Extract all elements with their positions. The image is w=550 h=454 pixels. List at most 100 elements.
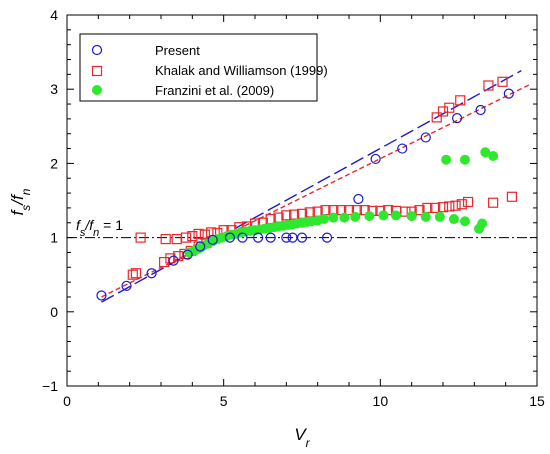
present-point bbox=[452, 113, 463, 124]
plot-frame bbox=[66, 14, 538, 387]
franzini-point bbox=[391, 210, 401, 221]
present-point bbox=[253, 232, 264, 243]
franzini-point bbox=[434, 211, 445, 222]
khalak-point bbox=[483, 80, 494, 91]
khalak-point bbox=[171, 233, 182, 245]
khalak-point bbox=[160, 233, 171, 245]
present-point bbox=[121, 280, 132, 291]
khalak-point bbox=[165, 253, 176, 264]
present-point bbox=[168, 255, 179, 266]
present-point bbox=[370, 153, 381, 165]
khalak-point bbox=[437, 202, 449, 213]
khalak-point bbox=[462, 196, 474, 208]
franzini-point bbox=[339, 212, 350, 223]
legend-entry-franzini: Franzini et al. (2009) bbox=[92, 83, 274, 98]
legend-entry-present: Present bbox=[91, 43, 200, 58]
khalak-point bbox=[488, 197, 499, 208]
annotation-b-sub: n bbox=[93, 227, 99, 239]
franzini-point bbox=[477, 218, 488, 229]
y-tick-label: 2 bbox=[50, 155, 58, 171]
legend-label-franzini: Franzini et al. (2009) bbox=[155, 83, 274, 98]
legend-label-present: Present bbox=[155, 43, 200, 58]
franzini-point bbox=[364, 211, 375, 222]
franzini-point bbox=[448, 214, 459, 225]
axis-tick-labels: 0 5 10 15 −1 0 1 2 3 4 bbox=[42, 7, 545, 409]
present-point bbox=[182, 249, 193, 260]
khalak-point bbox=[187, 231, 198, 242]
y-tick-label: 1 bbox=[50, 230, 58, 246]
franzini-point bbox=[441, 154, 452, 165]
khalak-point bbox=[159, 256, 170, 268]
axis-ticks bbox=[66, 14, 538, 387]
khalak-point bbox=[199, 229, 210, 240]
legend-marker-khalak bbox=[91, 65, 103, 77]
y-axis-title-a-sub: s bbox=[19, 205, 33, 211]
khalak-point bbox=[450, 200, 461, 211]
franzini-point bbox=[318, 214, 329, 225]
x-tick-label: 15 bbox=[529, 393, 545, 409]
present-point bbox=[397, 143, 408, 154]
khalak-point bbox=[130, 268, 142, 279]
y-tick-label: 3 bbox=[50, 81, 58, 97]
present-point bbox=[96, 290, 107, 301]
x-tick-label: 10 bbox=[373, 393, 389, 409]
franzini-point bbox=[420, 211, 431, 222]
annotation-a: f bbox=[76, 217, 82, 233]
x-axis-title-main: V bbox=[294, 425, 307, 444]
y-axis-title-b: f bbox=[8, 193, 27, 200]
present-point bbox=[207, 234, 218, 245]
x-tick-label: 0 bbox=[63, 393, 71, 409]
khalak-fit bbox=[101, 83, 532, 298]
present-point bbox=[296, 232, 308, 243]
y-tick-label: 4 bbox=[50, 7, 58, 23]
reference-annotation: fs/fn = 1 bbox=[76, 217, 123, 239]
annotation-b: f bbox=[89, 217, 95, 233]
khalak-point bbox=[430, 202, 441, 214]
present-point bbox=[321, 232, 333, 243]
present-point bbox=[265, 232, 276, 243]
legend-box bbox=[79, 33, 318, 102]
khalak-point bbox=[431, 112, 442, 123]
franzini-point bbox=[406, 211, 417, 222]
khalak-point bbox=[414, 205, 425, 216]
legend-marker-present bbox=[91, 44, 103, 56]
khalak-point bbox=[497, 76, 508, 87]
khalak-point bbox=[437, 106, 449, 117]
data-points bbox=[96, 76, 518, 301]
present-point bbox=[475, 104, 486, 116]
present-point bbox=[224, 232, 236, 243]
x-axis-title: Vr bbox=[294, 425, 310, 450]
present-point bbox=[420, 132, 431, 143]
franzini-point bbox=[328, 212, 339, 223]
y-tick-label: 0 bbox=[50, 304, 58, 320]
y-axis-title: fs/fn bbox=[8, 188, 33, 215]
franzini-point bbox=[459, 216, 470, 227]
khalak-point bbox=[135, 232, 146, 243]
legend: Present Khalak and Williamson (1999) Fra… bbox=[79, 33, 328, 102]
x-axis-title-sub: r bbox=[306, 436, 311, 450]
khalak-point bbox=[444, 201, 455, 212]
annotation-a-sub: s bbox=[80, 227, 86, 239]
khalak-point bbox=[193, 228, 204, 239]
annotation-slash: / bbox=[84, 217, 91, 233]
khalak-point bbox=[343, 205, 355, 216]
present-point bbox=[353, 193, 364, 205]
legend-label-khalak: Khalak and Williamson (1999) bbox=[155, 63, 328, 78]
khalak-point bbox=[444, 102, 455, 113]
present-point bbox=[146, 268, 157, 279]
khalak-point bbox=[281, 210, 292, 221]
present-point bbox=[195, 241, 206, 252]
franzini-point bbox=[378, 210, 389, 221]
present-point bbox=[237, 232, 248, 243]
x-tick-label: 5 bbox=[220, 393, 228, 409]
legend-entry-khalak: Khalak and Williamson (1999) bbox=[91, 63, 328, 78]
khalak-point bbox=[289, 209, 300, 220]
y-axis-title-slash: / bbox=[8, 198, 27, 206]
annotation-rest: = 1 bbox=[99, 217, 123, 233]
khalak-point bbox=[455, 95, 466, 106]
present-point bbox=[503, 88, 514, 99]
fit-lines bbox=[67, 70, 537, 303]
khalak-point bbox=[506, 191, 518, 202]
legend-marker-franzini bbox=[92, 85, 102, 95]
